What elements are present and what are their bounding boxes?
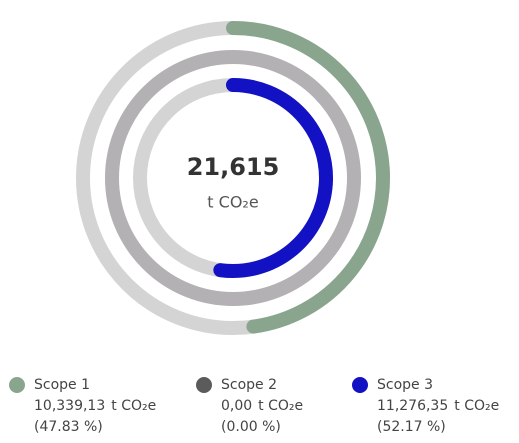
amount: 11,276,35 bbox=[377, 398, 448, 414]
legend-amount: 11,276,35 t CO₂e bbox=[377, 398, 499, 414]
unit: t CO₂e bbox=[111, 398, 156, 414]
unit: t CO₂e bbox=[258, 398, 303, 414]
legend-marker bbox=[9, 377, 25, 393]
ring-track bbox=[105, 50, 361, 306]
ring-arc bbox=[213, 78, 333, 278]
amount: 10,339,13 bbox=[34, 398, 105, 414]
legend-name: Scope 2 bbox=[221, 377, 277, 393]
legend-percent: (47.83 %) bbox=[34, 419, 103, 435]
legend-marker bbox=[352, 377, 368, 393]
legend-marker bbox=[196, 377, 212, 393]
legend-name: Scope 1 bbox=[34, 377, 90, 393]
amount: 0,00 bbox=[221, 398, 252, 414]
legend-percent: (0.00 %) bbox=[221, 419, 281, 435]
legend-amount: 0,00 t CO₂e bbox=[221, 398, 303, 414]
ring-arc bbox=[226, 21, 390, 334]
legend-percent: (52.17 %) bbox=[377, 419, 446, 435]
total: 21,615 bbox=[187, 153, 280, 181]
unit: t CO₂e bbox=[454, 398, 499, 414]
legend-name: Scope 3 bbox=[377, 377, 433, 393]
legend-amount: 10,339,13 t CO₂e bbox=[34, 398, 156, 414]
total-unit: t CO₂e bbox=[207, 193, 258, 212]
